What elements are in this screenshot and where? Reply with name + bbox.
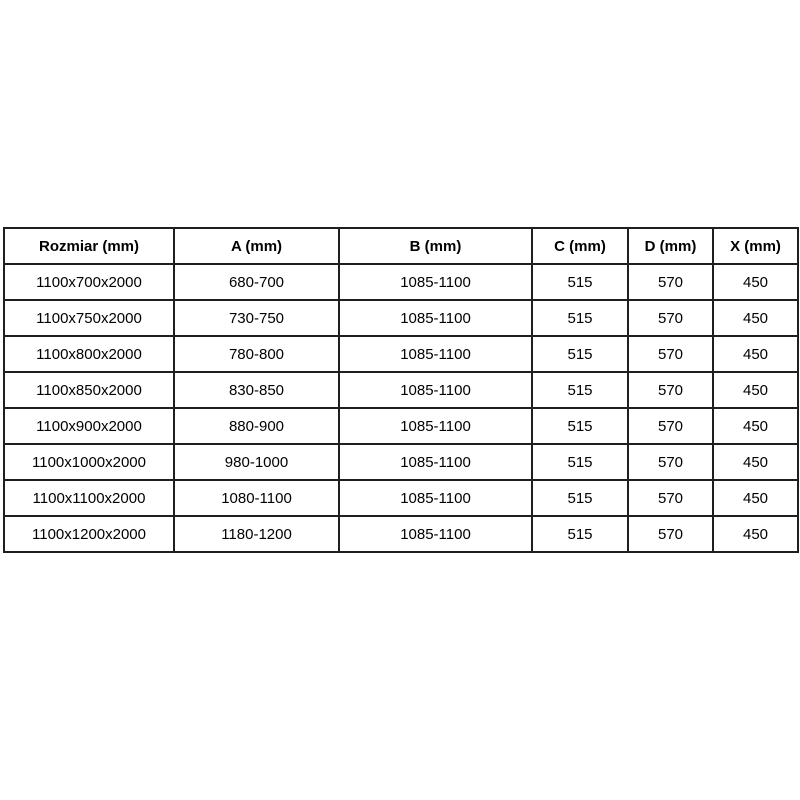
cell-d: 570 (627, 407, 714, 445)
cell-rozmiar: 1100x900x2000 (3, 407, 175, 445)
header-cell-d: D (mm) (627, 227, 714, 265)
table-row: 1100x700x2000 680-700 1085-1100 515 570 … (3, 263, 799, 301)
table-row: 1100x1100x2000 1080-1100 1085-1100 515 5… (3, 479, 799, 517)
cell-b: 1085-1100 (338, 299, 533, 337)
table-row: 1100x1000x2000 980-1000 1085-1100 515 57… (3, 443, 799, 481)
header-cell-a: A (mm) (173, 227, 340, 265)
cell-c: 515 (531, 371, 629, 409)
cell-a: 680-700 (173, 263, 340, 301)
cell-d: 570 (627, 515, 714, 553)
cell-a: 980-1000 (173, 443, 340, 481)
cell-x: 450 (712, 371, 799, 409)
cell-c: 515 (531, 299, 629, 337)
cell-c: 515 (531, 515, 629, 553)
cell-rozmiar: 1100x1000x2000 (3, 443, 175, 481)
cell-x: 450 (712, 407, 799, 445)
header-row: Rozmiar (mm) A (mm) B (mm) C (mm) D (mm)… (3, 227, 799, 265)
cell-a: 1080-1100 (173, 479, 340, 517)
cell-a: 730-750 (173, 299, 340, 337)
cell-a: 880-900 (173, 407, 340, 445)
cell-b: 1085-1100 (338, 335, 533, 373)
table-header: Rozmiar (mm) A (mm) B (mm) C (mm) D (mm)… (3, 227, 799, 265)
header-cell-b: B (mm) (338, 227, 533, 265)
cell-b: 1085-1100 (338, 371, 533, 409)
cell-c: 515 (531, 263, 629, 301)
cell-d: 570 (627, 479, 714, 517)
cell-a: 780-800 (173, 335, 340, 373)
cell-d: 570 (627, 443, 714, 481)
cell-c: 515 (531, 443, 629, 481)
cell-x: 450 (712, 335, 799, 373)
cell-b: 1085-1100 (338, 443, 533, 481)
cell-x: 450 (712, 263, 799, 301)
cell-c: 515 (531, 479, 629, 517)
cell-rozmiar: 1100x1100x2000 (3, 479, 175, 517)
cell-d: 570 (627, 371, 714, 409)
table-row: 1100x800x2000 780-800 1085-1100 515 570 … (3, 335, 799, 373)
cell-rozmiar: 1100x1200x2000 (3, 515, 175, 553)
cell-c: 515 (531, 335, 629, 373)
table-row: 1100x750x2000 730-750 1085-1100 515 570 … (3, 299, 799, 337)
table-body: 1100x700x2000 680-700 1085-1100 515 570 … (3, 263, 799, 553)
cell-d: 570 (627, 299, 714, 337)
cell-x: 450 (712, 443, 799, 481)
header-cell-rozmiar: Rozmiar (mm) (3, 227, 175, 265)
cell-rozmiar: 1100x750x2000 (3, 299, 175, 337)
cell-rozmiar: 1100x850x2000 (3, 371, 175, 409)
cell-c: 515 (531, 407, 629, 445)
cell-rozmiar: 1100x700x2000 (3, 263, 175, 301)
cell-d: 570 (627, 263, 714, 301)
table-row: 1100x1200x2000 1180-1200 1085-1100 515 5… (3, 515, 799, 553)
header-cell-x: X (mm) (712, 227, 799, 265)
dimensions-table: Rozmiar (mm) A (mm) B (mm) C (mm) D (mm)… (3, 227, 799, 553)
cell-a: 830-850 (173, 371, 340, 409)
cell-b: 1085-1100 (338, 407, 533, 445)
cell-b: 1085-1100 (338, 263, 533, 301)
table-row: 1100x900x2000 880-900 1085-1100 515 570 … (3, 407, 799, 445)
cell-a: 1180-1200 (173, 515, 340, 553)
cell-x: 450 (712, 515, 799, 553)
cell-x: 450 (712, 479, 799, 517)
cell-b: 1085-1100 (338, 479, 533, 517)
table-row: 1100x850x2000 830-850 1085-1100 515 570 … (3, 371, 799, 409)
cell-b: 1085-1100 (338, 515, 533, 553)
cell-rozmiar: 1100x800x2000 (3, 335, 175, 373)
cell-d: 570 (627, 335, 714, 373)
header-cell-c: C (mm) (531, 227, 629, 265)
cell-x: 450 (712, 299, 799, 337)
